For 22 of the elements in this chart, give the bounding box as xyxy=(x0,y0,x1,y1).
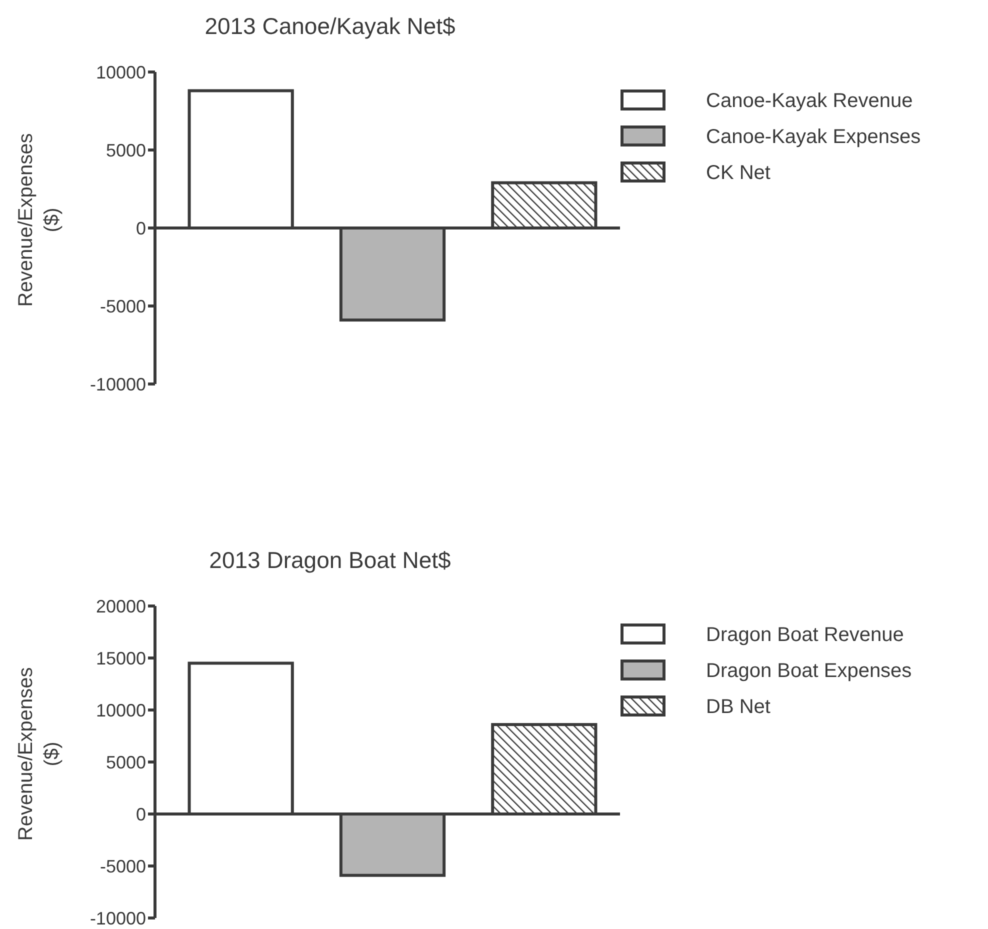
legend-label: DB Net xyxy=(706,696,771,718)
y-axis-title: Revenue/Expenses ($) xyxy=(15,667,63,841)
y-tick-label: 0 xyxy=(136,804,146,824)
y-tick-label: 0 xyxy=(136,218,146,238)
y-tick-label: -10000 xyxy=(90,908,146,928)
y-tick-label: 10000 xyxy=(96,700,146,720)
y-tick-label: 5000 xyxy=(106,140,146,160)
chart-title: 2013 Canoe/Kayak Net$ xyxy=(204,13,456,39)
y-tick-label: -5000 xyxy=(100,296,146,316)
y-axis-title: Revenue/Expenses ($) xyxy=(15,133,63,307)
legend-label: Dragon Boat Revenue xyxy=(706,624,904,646)
legend-label: Canoe-Kayak Expenses xyxy=(706,126,921,148)
legend-label: Dragon Boat Expenses xyxy=(706,660,912,682)
y-tick-label: -5000 xyxy=(100,856,146,876)
y-tick-label: 5000 xyxy=(106,752,146,772)
legend-label: CK Net xyxy=(706,162,771,184)
y-tick-label: 10000 xyxy=(96,62,146,82)
y-tick-label: 20000 xyxy=(96,596,146,616)
legend-label: Canoe-Kayak Revenue xyxy=(706,90,913,112)
chart-title: 2013 Dragon Boat Net$ xyxy=(209,547,452,573)
y-tick-label: -10000 xyxy=(90,374,146,394)
y-tick-label: 15000 xyxy=(96,648,146,668)
